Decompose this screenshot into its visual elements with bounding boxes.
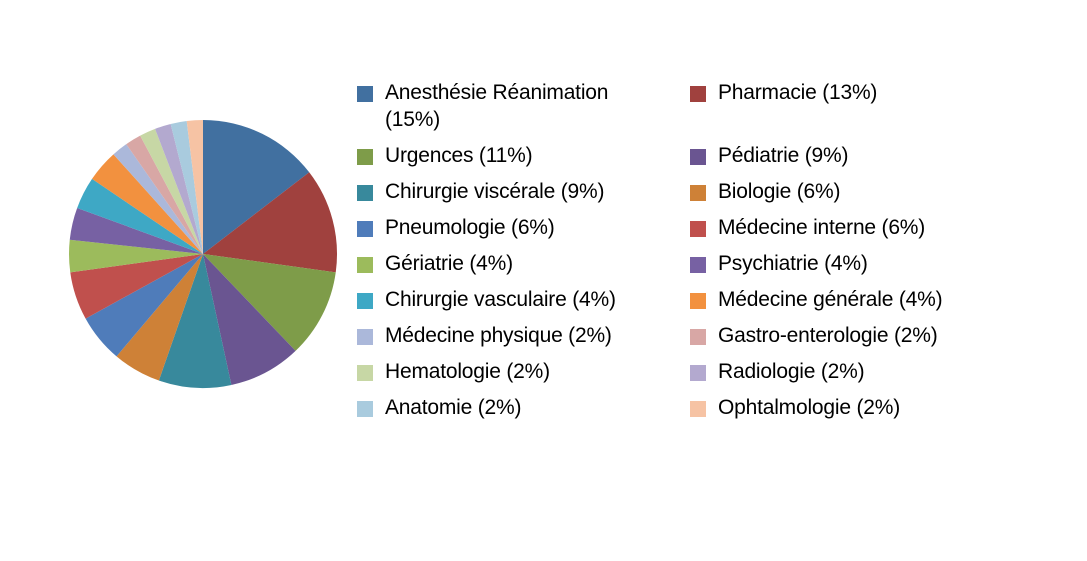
legend-swatch-radiologie [690,365,706,381]
legend-item-urgences: Urgences (11%) [357,142,690,169]
legend-item-psychiatrie: Psychiatrie (4%) [690,250,942,277]
legend-label: Psychiatrie (4%) [718,252,868,275]
legend-label: Anatomie (2%) [385,396,522,419]
pie-slice-ophtalmologie [186,120,203,254]
chart-legend: Anesthésie Réanimation (15%) Pharmacie (1… [357,79,943,421]
legend-swatch-pediatrie [690,149,706,165]
legend-swatch-medecine-interne [690,221,706,237]
legend-item-medecine-interne: Médecine interne (6%) [690,214,942,241]
pie-slice-radiologie [155,123,203,254]
legend-swatch-ophtalmologie [690,401,706,417]
legend-swatch-hematologie [357,365,373,381]
legend-swatch-pharmacie [690,86,706,102]
legend-swatch-chirurgie-viscerale [357,185,373,201]
legend-swatch-anesthesie-reanimation [357,86,373,102]
legend-item-gastro-enterologie: Gastro-enterologie (2%) [690,322,942,349]
legend-swatch-gastro-enterologie [690,329,706,345]
legend-label: Chirurgie viscérale (9%) [385,180,605,203]
pie-slice-geriatrie [68,239,203,273]
legend-label: Pédiatrie (9%) [718,144,849,167]
legend-item-chirurgie-viscerale: Chirurgie viscérale (9%) [357,178,690,205]
legend-label: Médecine interne (6%) [718,216,926,239]
legend-label: Pneumologie (6%) [385,216,555,239]
pie-slice-medecine-physique [113,144,203,254]
pie-slice-anesthesie-reanimation [203,120,310,254]
pie-slice-gastro-enterologie [126,135,203,254]
legend-item-pneumologie: Pneumologie (6%) [357,214,690,241]
legend-label: Biologie (6%) [718,180,841,203]
legend-item-medecine-physique: Médecine physique (2%) [357,322,690,349]
legend-item-pharmacie: Pharmacie (13%) [690,79,942,106]
pie-slice-pediatrie [203,254,296,385]
legend-label: Urgences (11%) [385,144,533,167]
legend-item-anesthesie-reanimation: Anesthésie Réanimation (15%) [357,79,690,133]
legend-swatch-medecine-generale [690,293,706,309]
pie-slice-pneumologie [85,254,203,357]
legend-item-pediatrie: Pédiatrie (9%) [690,142,942,169]
legend-label: Ophtalmologie (2%) [718,396,900,419]
legend-item-chirurgie-vasculaire: Chirurgie vasculaire (4%) [357,286,690,313]
pie-slice-chirurgie-vasculaire [77,178,203,254]
legend-label: Pharmacie (13%) [718,81,878,104]
pie-slice-medecine-interne [70,254,203,319]
legend-label: Médecine physique (2%) [385,324,612,347]
pie-slice-hematologie [140,128,203,254]
legend-label: Radiologie (2%) [718,360,865,383]
legend-label: Hematologie (2%) [385,360,550,383]
legend-item-hematologie: Hematologie (2%) [357,358,690,385]
pie-slice-chirurgie-viscerale [158,254,232,389]
pie-slice-biologie [116,254,203,381]
legend-item-medecine-generale: Médecine générale (4%) [690,286,943,313]
legend-swatch-geriatrie [357,257,373,273]
legend-swatch-medecine-physique [357,329,373,345]
legend-label: Chirurgie vasculaire (4%) [385,288,616,311]
legend-swatch-psychiatrie [690,257,706,273]
legend-label: Gastro-enterologie (2%) [718,324,938,347]
legend-item-biologie: Biologie (6%) [690,178,942,205]
legend-label: Gériatrie (4%) [385,252,513,275]
legend-swatch-pneumologie [357,221,373,237]
legend-label: Médecine générale (4%) [718,288,943,311]
pie-slice-anatomie [170,121,203,254]
legend-swatch-anatomie [357,401,373,417]
legend-item-anatomie: Anatomie (2%) [357,394,690,421]
pie-slice-urgences [203,254,336,351]
legend-swatch-urgences [357,149,373,165]
legend-item-radiologie: Radiologie (2%) [690,358,942,385]
legend-label: Anesthésie Réanimation (15%) [385,81,609,131]
pie-slice-psychiatrie [69,207,203,254]
pie-slice-medecine-generale [92,154,203,254]
pie-slice-pharmacie [203,172,338,273]
legend-item-ophtalmologie: Ophtalmologie (2%) [690,394,942,421]
legend-swatch-chirurgie-vasculaire [357,293,373,309]
legend-item-geriatrie: Gériatrie (4%) [357,250,690,277]
legend-swatch-biologie [690,185,706,201]
